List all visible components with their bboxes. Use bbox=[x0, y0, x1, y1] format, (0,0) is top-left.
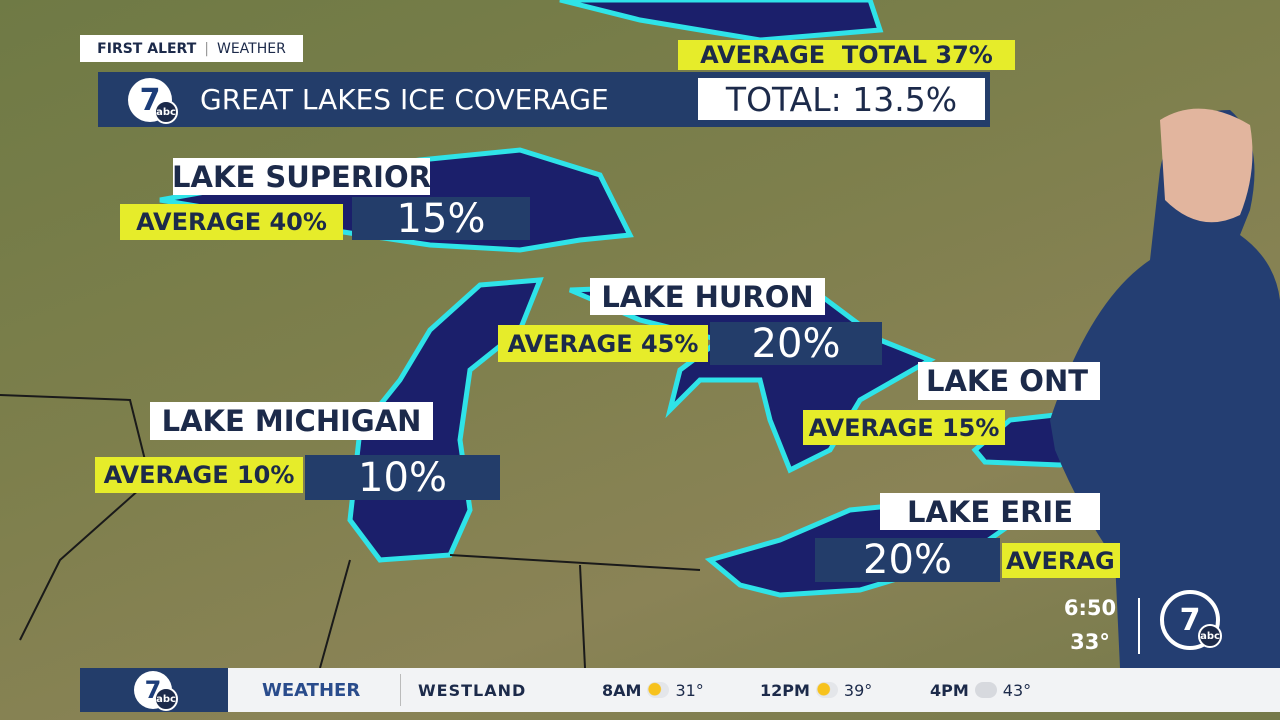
lake-coverage: 20% bbox=[710, 321, 882, 367]
text: abc bbox=[1198, 624, 1222, 648]
divider bbox=[1138, 598, 1140, 654]
clock-temperature: 33° bbox=[1070, 630, 1110, 654]
clock-time: 6:50 bbox=[1063, 596, 1117, 620]
text: abc bbox=[154, 100, 178, 124]
lake-name: LAKE MICHIGAN bbox=[150, 402, 433, 440]
text: 31° bbox=[675, 680, 704, 700]
forecast-item: 4PM 43° bbox=[930, 668, 1031, 712]
ticker bbox=[80, 668, 1280, 712]
section: WEATHER bbox=[216, 40, 286, 57]
lake-name: LAKE SUPERIOR bbox=[172, 158, 431, 195]
weather-icon bbox=[974, 682, 997, 698]
presenter-face bbox=[1160, 108, 1253, 223]
total: TOTAL: 13.5% bbox=[698, 78, 985, 120]
lake-average: AVERAGE 45% bbox=[498, 325, 708, 362]
weather-icon bbox=[647, 682, 670, 698]
text: 7 bbox=[1179, 602, 1201, 638]
lake-name: LAKE HURON bbox=[590, 278, 825, 315]
divider bbox=[400, 674, 401, 706]
brand: FIRST ALERT bbox=[97, 40, 197, 57]
lake-name: LAKE ERIE bbox=[880, 493, 1100, 530]
forecast-item: 8AM 31° bbox=[602, 668, 704, 712]
lake-coverage: 10% bbox=[305, 455, 500, 501]
average-total: AVERAGE TOTAL 37% bbox=[678, 40, 1015, 70]
text: 4PM bbox=[930, 680, 969, 700]
text: 8AM bbox=[602, 680, 642, 700]
text: 43° bbox=[1002, 680, 1032, 700]
lake-average: AVERAGE 10% bbox=[95, 457, 303, 493]
brand-tag: FIRST ALERT | WEATHER bbox=[80, 35, 303, 62]
logo: 7 abc bbox=[1160, 590, 1222, 650]
lake-average: AVERAGE 40% bbox=[120, 204, 343, 240]
forecast-item: 12PM 39° bbox=[760, 668, 872, 712]
lake-coverage: 20% bbox=[815, 537, 1000, 583]
text: 12PM bbox=[760, 680, 810, 700]
lake-average: AVERAG bbox=[1002, 543, 1120, 578]
ticker-location: WESTLAND bbox=[418, 680, 527, 700]
lake-name: LAKE ONT bbox=[918, 362, 1100, 400]
logo: 7 abc bbox=[134, 671, 178, 711]
lake-coverage: 15% bbox=[352, 196, 530, 242]
title: GREAT LAKES ICE COVERAGE bbox=[200, 83, 609, 116]
lake-average: AVERAGE 15% bbox=[803, 410, 1005, 445]
presenter bbox=[1050, 110, 1280, 668]
ticker-label: WEATHER bbox=[262, 679, 361, 701]
text: 39° bbox=[843, 680, 873, 700]
weather-icon bbox=[815, 682, 838, 698]
hudson-shape bbox=[559, 0, 884, 43]
logo: 7 abc bbox=[128, 78, 178, 124]
text: abc bbox=[154, 687, 178, 711]
